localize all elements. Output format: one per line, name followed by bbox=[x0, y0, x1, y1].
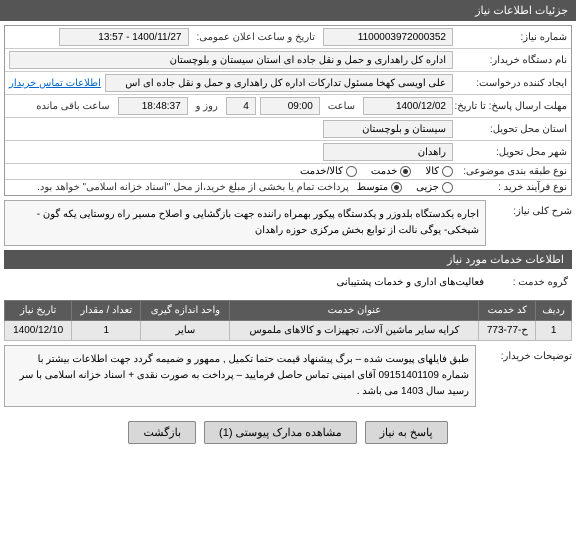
province-value: سیستان و بلوچستان bbox=[323, 120, 453, 138]
req-creator-value: علی اویسی کهخا مسئول تدارکات اداره کل را… bbox=[105, 74, 453, 92]
radio-service-label: خدمت bbox=[371, 166, 398, 177]
req-creator-label: ایجاد کننده درخواست: bbox=[457, 78, 567, 89]
cell-date: 1400/12/10 bbox=[5, 321, 72, 341]
radio-kala-label: کالا bbox=[425, 166, 439, 177]
radio-partial-label: جزیی bbox=[416, 182, 439, 193]
back-button[interactable]: بازگشت bbox=[128, 421, 196, 444]
city-value: راهدان bbox=[323, 143, 453, 161]
remaining-days-value: 4 bbox=[226, 97, 256, 115]
table-row: 1 ح-77-773 کرایه سایر ماشین آلات، تجهیزا… bbox=[5, 321, 572, 341]
subject-class-radio-group: کالا خدمت کالا/خدمت bbox=[300, 166, 453, 177]
col-date: تاریخ نیاز bbox=[5, 301, 72, 321]
remaining-time-value: 18:48:37 bbox=[118, 97, 188, 115]
cell-unit: سایر bbox=[141, 321, 230, 341]
notes-box: طبق فایلهای پیوست شده – برگ پیشنهاد قیمت… bbox=[4, 345, 476, 407]
contact-info-link[interactable]: اطلاعات تماس خریدار bbox=[9, 78, 101, 89]
attachments-button[interactable]: مشاهده مدارک پیوستی (1) bbox=[204, 421, 357, 444]
deadline-hour-value: 09:00 bbox=[260, 97, 320, 115]
radio-partial[interactable]: جزیی bbox=[416, 182, 453, 193]
buyer-device-label: نام دستگاه خریدار: bbox=[457, 55, 567, 66]
cell-qty: 1 bbox=[72, 321, 141, 341]
radio-kala[interactable]: کالا bbox=[425, 166, 453, 177]
buyer-device-value: اداره کل راهداری و حمل و نقل جاده ای است… bbox=[9, 51, 453, 69]
services-header: اطلاعات خدمات مورد نیاز bbox=[4, 250, 572, 269]
table-header-row: ردیف کد خدمت عنوان خدمت واحد اندازه گیری… bbox=[5, 301, 572, 321]
announce-time-value: 1400/11/27 - 13:57 bbox=[59, 28, 189, 46]
cell-index: 1 bbox=[536, 321, 572, 341]
button-row: پاسخ به نیاز مشاهده مدارک پیوستی (1) باز… bbox=[0, 411, 576, 454]
col-qty: تعداد / مقدار bbox=[72, 301, 141, 321]
buy-type-note: پرداخت تمام یا بخشی از مبلغ خرید،از محل … bbox=[9, 182, 353, 193]
deadline-hour-label: ساعت bbox=[324, 101, 359, 112]
radio-medium-label: متوسط bbox=[357, 182, 388, 193]
subject-class-label: نوع طبقه بندی موضوعی: bbox=[457, 166, 567, 177]
reply-button[interactable]: پاسخ به نیاز bbox=[365, 421, 448, 444]
radio-service[interactable]: خدمت bbox=[371, 166, 412, 177]
radio-medium[interactable]: متوسط bbox=[357, 182, 402, 193]
radio-both-label: کالا/خدمت bbox=[300, 166, 343, 177]
buy-type-radio-group: جزیی متوسط bbox=[357, 182, 453, 193]
services-table: ردیف کد خدمت عنوان خدمت واحد اندازه گیری… bbox=[4, 300, 572, 341]
cell-code: ح-77-773 bbox=[479, 321, 536, 341]
remaining-suffix-label: ساعت باقی مانده bbox=[32, 101, 113, 112]
panel-header: جزئیات اطلاعات نیاز bbox=[0, 0, 576, 21]
overview-box: اجاره یکدستگاه بلدوزر و یکدستگاه پیکور ب… bbox=[4, 200, 486, 246]
radio-both[interactable]: کالا/خدمت bbox=[300, 166, 357, 177]
deadline-date-value: 1400/12/02 bbox=[363, 97, 453, 115]
notes-label: توضیحات خریدار: bbox=[482, 345, 572, 407]
city-label: شهر محل تحویل: bbox=[457, 147, 567, 158]
need-number-value: 1100003972000352 bbox=[323, 28, 453, 46]
category-label: گروه خدمت : bbox=[498, 277, 568, 288]
col-title: عنوان خدمت bbox=[230, 301, 479, 321]
need-number-label: شماره نیاز: bbox=[457, 32, 567, 43]
col-unit: واحد اندازه گیری bbox=[141, 301, 230, 321]
announce-time-label: تاریخ و ساعت اعلان عمومی: bbox=[193, 32, 320, 43]
province-label: استان محل تحویل: bbox=[457, 124, 567, 135]
cell-title: کرایه سایر ماشین آلات، تجهیزات و کالاهای… bbox=[230, 321, 479, 341]
col-code: کد خدمت bbox=[479, 301, 536, 321]
remaining-days-label: روز و bbox=[192, 101, 222, 112]
buy-type-label: نوع فرآیند خرید : bbox=[457, 182, 567, 193]
col-index: ردیف bbox=[536, 301, 572, 321]
details-section: شماره نیاز: 1100003972000352 تاریخ و ساع… bbox=[4, 25, 572, 196]
overview-label: شرح کلی نیاز: bbox=[492, 200, 572, 246]
category-value: فعالیت‌های اداری و خدمات پشتیبانی bbox=[327, 271, 494, 294]
deadline-label: مهلت ارسال پاسخ: تا تاریخ: bbox=[457, 101, 567, 112]
